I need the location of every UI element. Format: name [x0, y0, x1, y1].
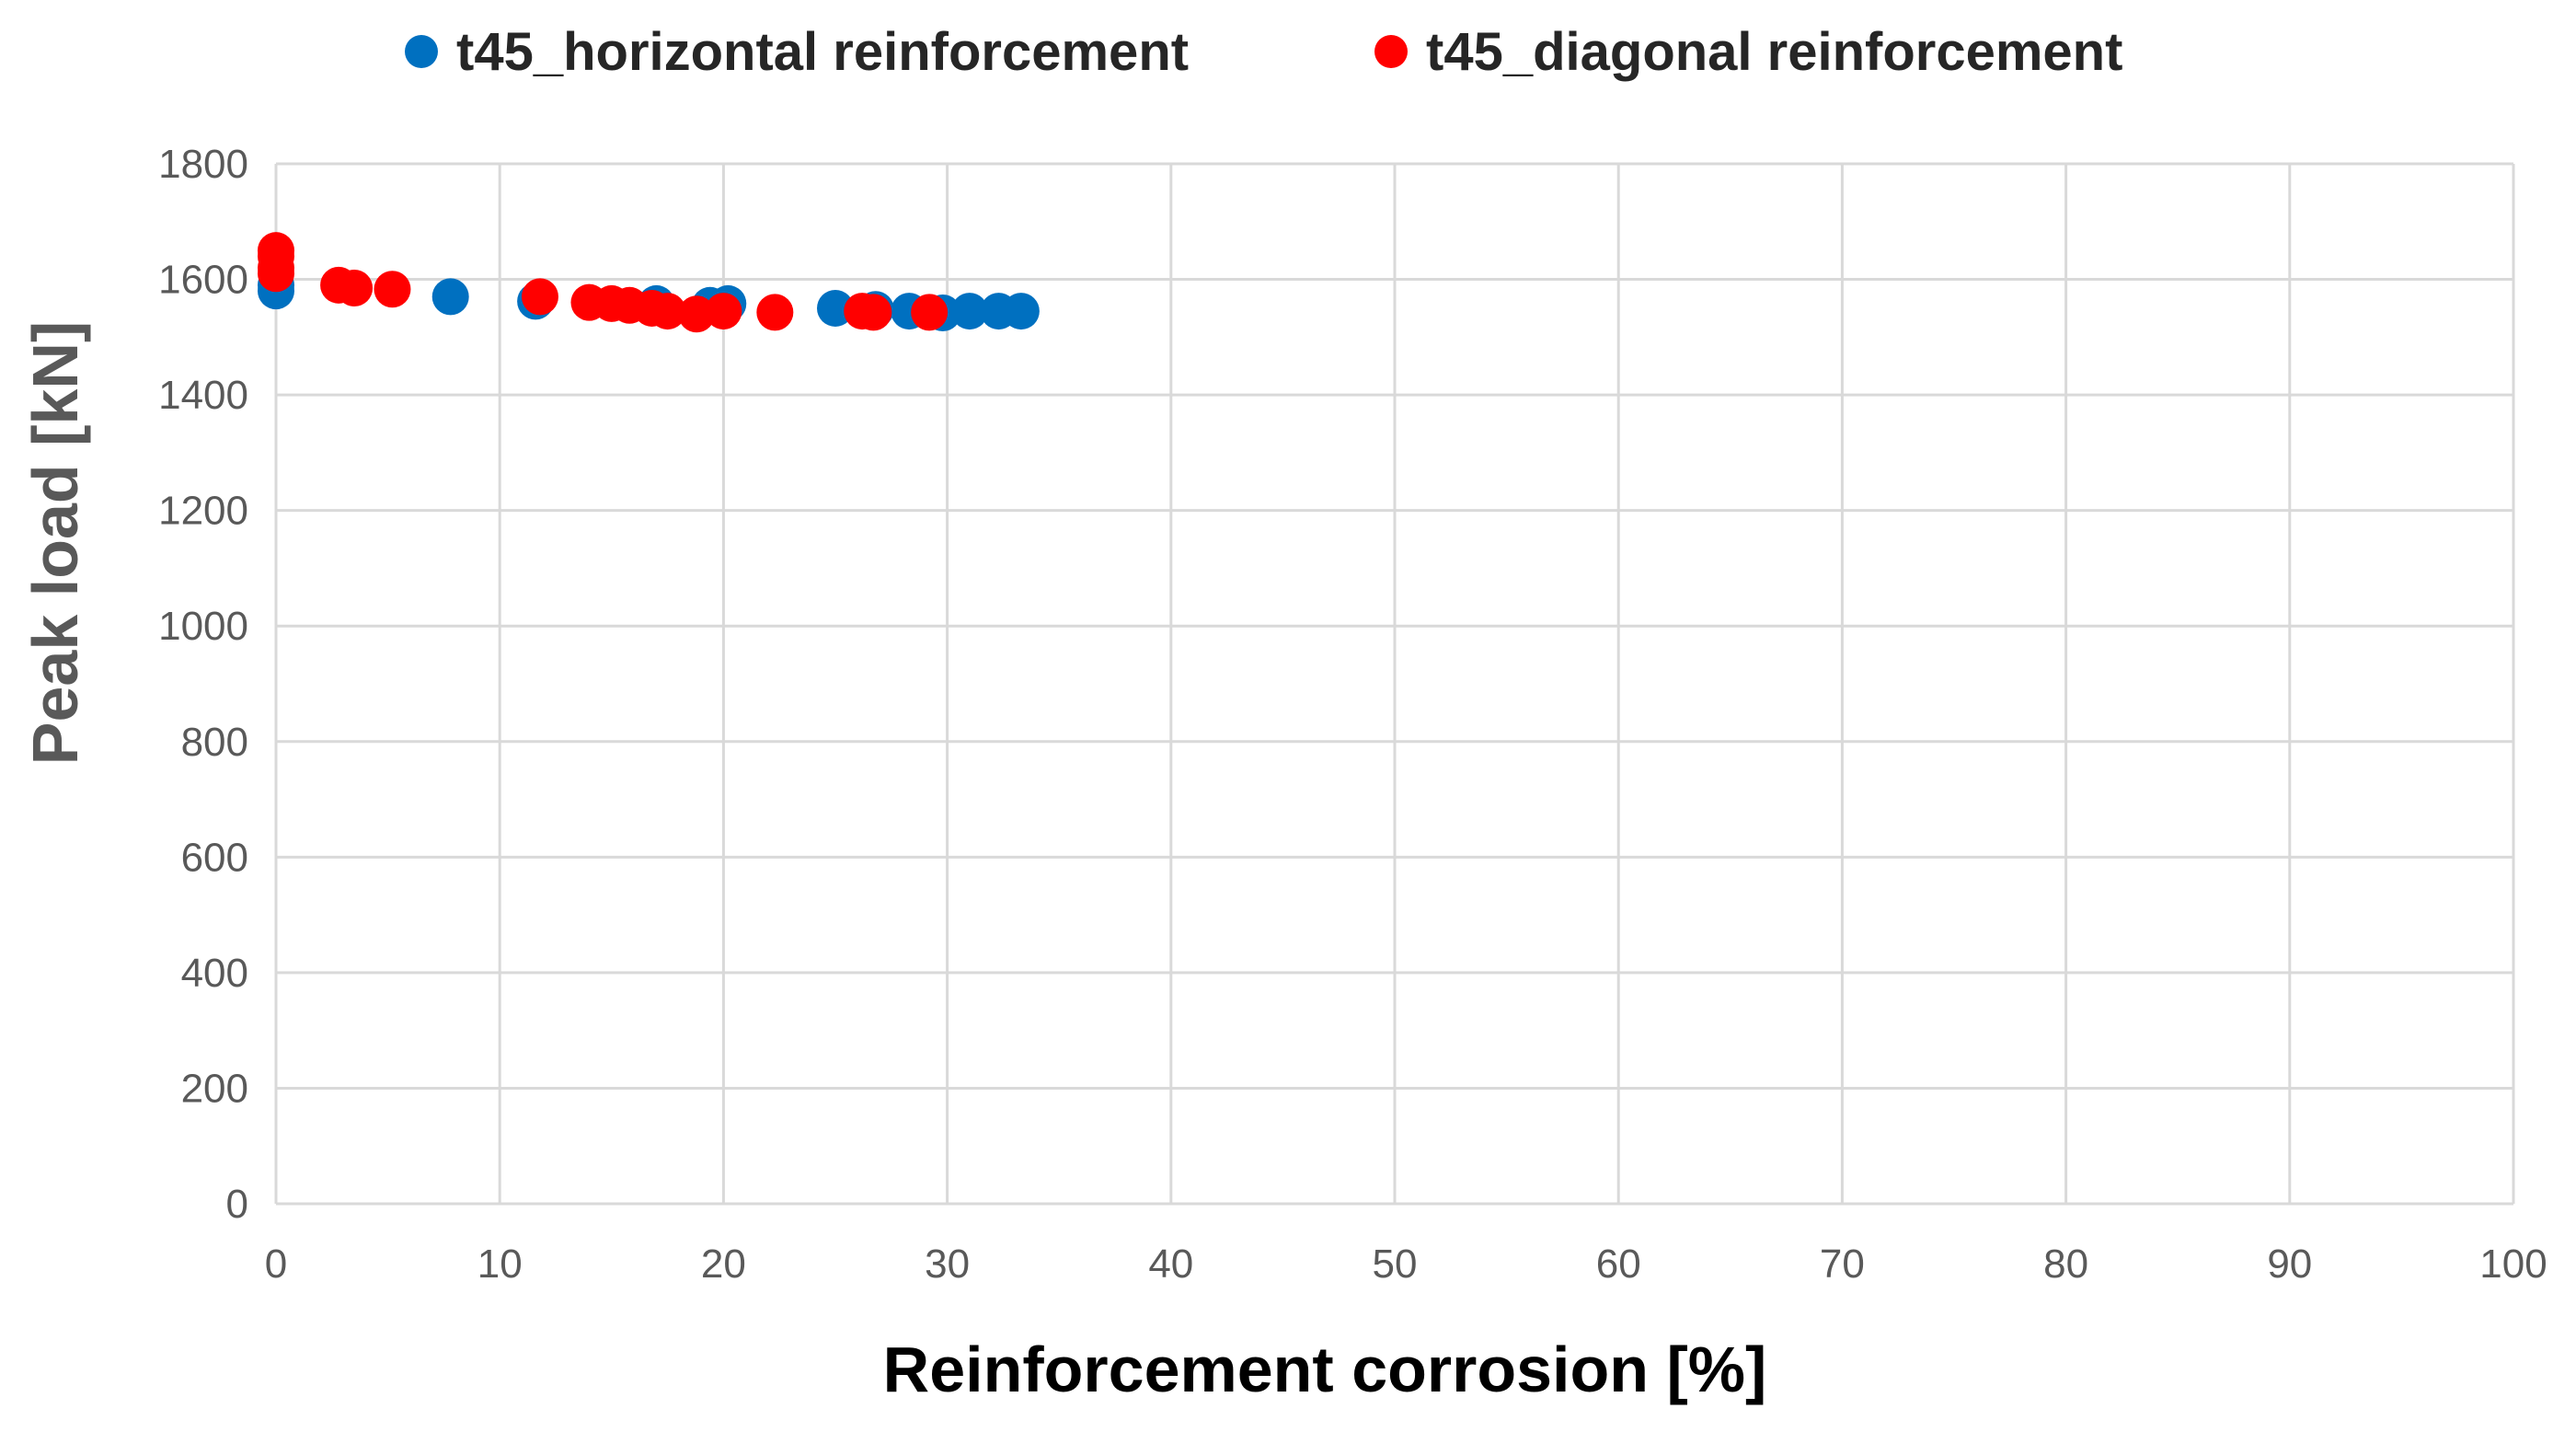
axis-layer: 0 200 400 600 800 1000 1200 1400 1600 1800 0 10 20 30…: [158, 142, 2547, 1287]
y-tick-label: 400: [181, 951, 248, 996]
y-tick-label: 1200: [158, 489, 248, 534]
data-point-series-2: [855, 294, 892, 331]
data-point-series-2: [649, 293, 686, 330]
legend-label-series-1: t45_horizontal reinforcement: [456, 22, 1189, 82]
y-tick-label: 200: [181, 1066, 248, 1111]
y-tick-label: 0: [226, 1182, 248, 1227]
x-tick-label: 80: [2043, 1241, 2088, 1287]
data-point-series-2: [374, 271, 411, 308]
legend-label-series-2: t45_diagonal reinforcement: [1426, 22, 2122, 82]
data-point-series-2: [678, 295, 716, 333]
y-axis-title: Peak load [kN]: [19, 321, 91, 765]
x-tick-label: 70: [1820, 1241, 1865, 1287]
data-point-series-2: [911, 294, 949, 331]
x-tick-label: 10: [477, 1241, 523, 1287]
legend-marker-series-2: [1374, 35, 1408, 68]
data-point-series-1: [950, 293, 988, 330]
y-tick-label: 600: [181, 835, 248, 880]
x-tick-label: 20: [701, 1241, 746, 1287]
data-point-series-2: [756, 294, 794, 331]
y-tick-label: 1000: [158, 604, 248, 649]
data-point-series-2: [705, 293, 742, 330]
legend: t45_horizontal reinforcement t45_diagonal…: [405, 22, 2122, 82]
y-tick-label: 800: [181, 720, 248, 765]
data-point-series-1: [431, 278, 469, 316]
data-point-series-2: [336, 269, 374, 306]
y-tick-label: 1800: [158, 142, 248, 187]
x-tick-label: 0: [265, 1241, 287, 1287]
x-tick-label: 30: [925, 1241, 970, 1287]
x-tick-label: 90: [2267, 1241, 2312, 1287]
x-tick-label: 50: [1373, 1241, 1418, 1287]
x-tick-label: 40: [1148, 1241, 1193, 1287]
data-point-series-1: [817, 289, 854, 327]
points-layer: [258, 232, 1040, 333]
data-point-series-1: [1002, 293, 1040, 330]
data-point-series-2: [258, 255, 294, 293]
y-tick-label: 1400: [158, 373, 248, 418]
x-axis-title: Reinforcement corrosion [%]: [883, 1334, 1767, 1405]
x-tick-label: 60: [1596, 1241, 1641, 1287]
x-tick-label: 100: [2479, 1241, 2547, 1287]
legend-marker-series-1: [405, 35, 438, 68]
y-tick-label: 1600: [158, 258, 248, 303]
data-point-series-2: [521, 278, 558, 316]
grid-layer: [274, 162, 2515, 1206]
